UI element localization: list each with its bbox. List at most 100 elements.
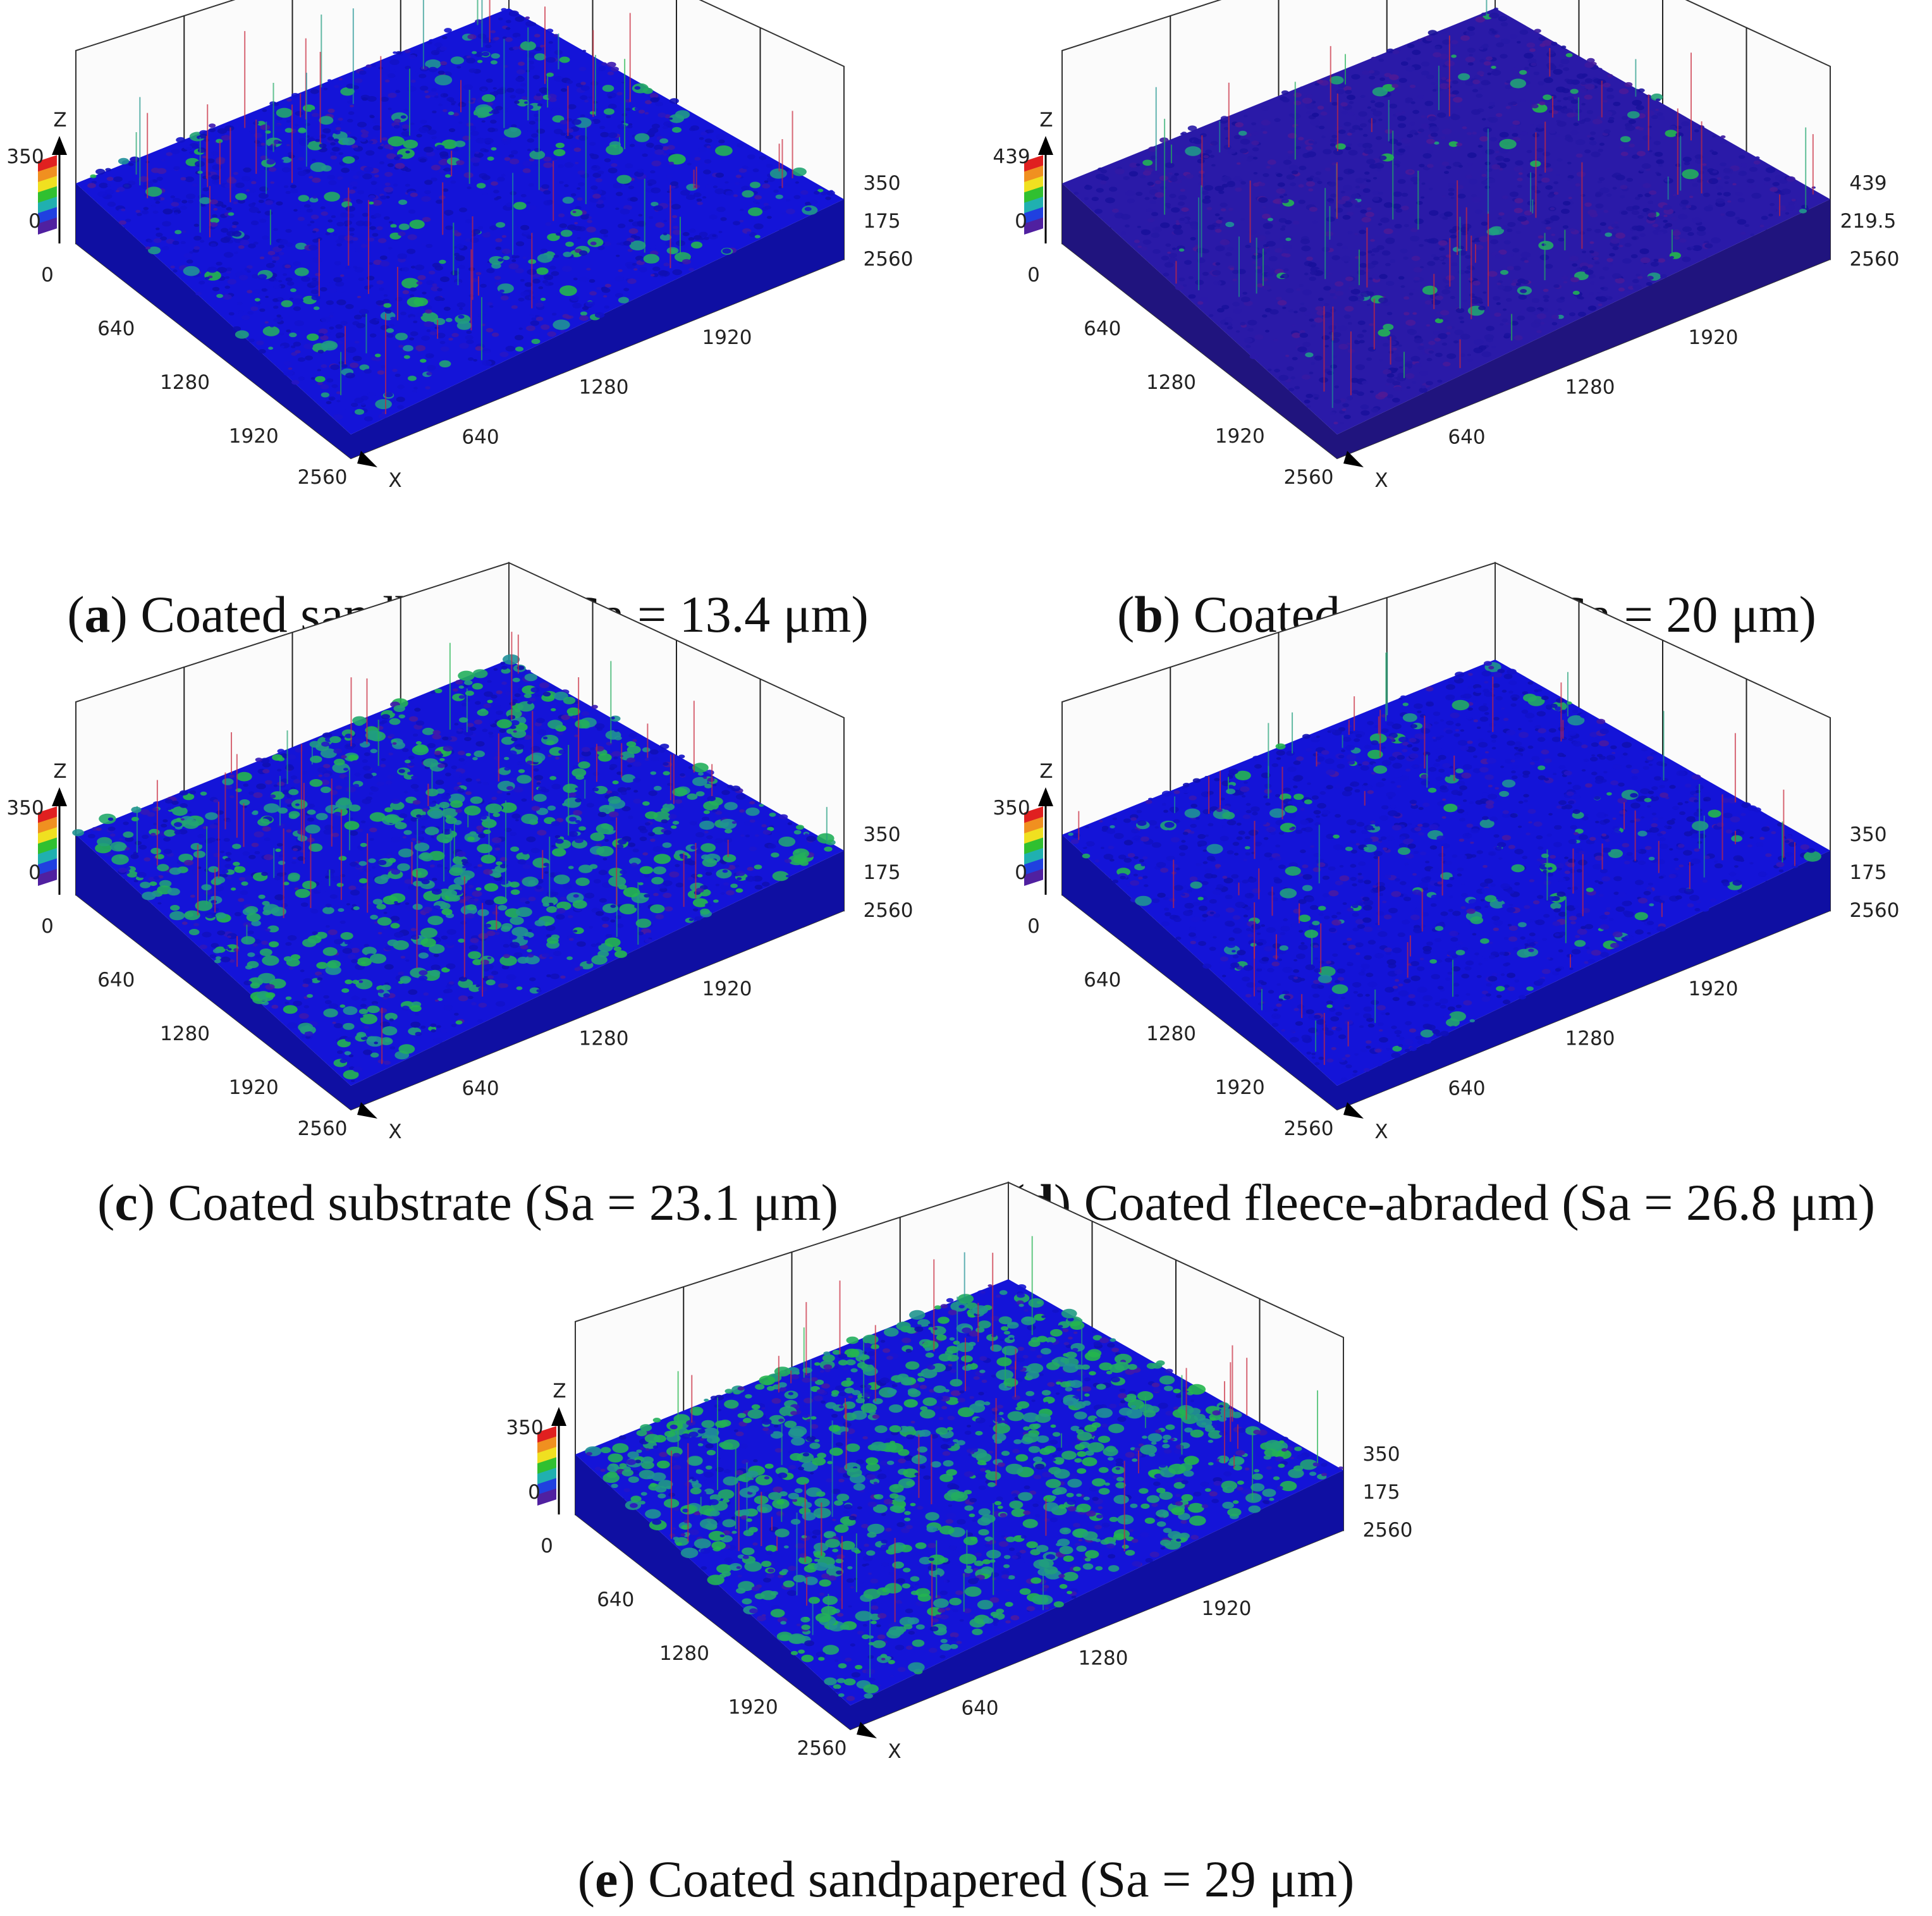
surface-bump: [586, 267, 591, 271]
surface-bump: [1673, 236, 1680, 240]
surface-bump: [360, 138, 367, 142]
surface-bump: [594, 312, 605, 318]
surface-bump: [511, 305, 518, 309]
surface-bump: [481, 37, 491, 44]
surface-bump: [1467, 353, 1471, 357]
surface-bump: [754, 801, 759, 804]
surface-bump: [762, 207, 769, 211]
surface-bump: [601, 288, 611, 293]
surface-bump: [1262, 213, 1271, 219]
surface-bump: [403, 108, 408, 111]
surface-bump: [1575, 139, 1586, 145]
surface-bump: [1421, 70, 1429, 76]
surface-bump: [1507, 266, 1514, 271]
surface-bump: [1144, 197, 1150, 200]
surface-bump: [1775, 175, 1785, 181]
surface-bump: [1464, 270, 1470, 274]
surface-bump: [212, 164, 222, 171]
surface-bump: [671, 126, 682, 133]
surface-bump: [1513, 207, 1523, 214]
surface-bump: [341, 168, 350, 173]
surface-bump: [262, 762, 271, 768]
surface-bump: [258, 894, 266, 899]
surface-bump: [440, 276, 449, 283]
surface-bump: [346, 903, 351, 906]
surface-bump: [99, 813, 116, 825]
surface-bump: [374, 188, 382, 193]
surface-bump: [248, 203, 255, 207]
surface-bump: [618, 269, 623, 273]
surface-bump: [278, 854, 284, 857]
surface-bump: [1418, 128, 1424, 133]
surface-bump: [320, 335, 329, 341]
surface-bump: [714, 188, 724, 195]
surface-bump: [515, 88, 525, 94]
surface-bump: [1428, 341, 1436, 345]
surface-bump: [238, 199, 245, 204]
surface-bump: [1212, 270, 1221, 276]
surface-bump: [1357, 320, 1366, 326]
surface-bump: [362, 947, 377, 956]
surface-bump: [334, 758, 345, 766]
surface-bump: [364, 166, 374, 173]
surface-bump: [482, 360, 492, 366]
surface-bump: [312, 177, 321, 183]
surface-bump: [1360, 95, 1366, 99]
surface-bump: [1311, 362, 1316, 365]
surface-bump: [334, 261, 341, 266]
surface-bump: [405, 150, 410, 154]
surface-bump: [104, 189, 114, 195]
surface-bump: [1589, 241, 1594, 244]
surface-bump: [662, 803, 675, 811]
surface-bump: [673, 226, 679, 230]
surface-bump: [499, 802, 517, 813]
surface-bump: [346, 347, 357, 353]
surface-bump: [281, 300, 293, 307]
surface-bump: [1378, 297, 1388, 304]
surface-bump: [288, 966, 294, 970]
surface-bump: [559, 223, 567, 228]
surface-bump: [654, 149, 664, 156]
surface-bump: [662, 842, 672, 848]
surface-bump: [1446, 353, 1457, 359]
surface-bump: [477, 864, 483, 868]
surface-bump: [1344, 305, 1354, 312]
surface-bump: [1498, 249, 1507, 255]
y-tick-label: 2560: [864, 248, 914, 271]
surface-bump: [1348, 111, 1355, 116]
surface-bump: [1387, 335, 1397, 341]
surface-bump: [338, 118, 343, 121]
surface-bump: [548, 282, 554, 286]
surface-bump: [312, 195, 317, 199]
surface-bump: [489, 305, 494, 308]
surface-bump: [360, 842, 367, 847]
surface-bump: [637, 931, 644, 936]
colorbar-band: [1024, 176, 1043, 193]
surface-bump: [1441, 128, 1452, 135]
surface-bump: [1658, 164, 1663, 167]
surface-bump: [528, 897, 536, 902]
surface-bump: [337, 341, 343, 345]
surface-bump: [1539, 43, 1546, 47]
surface-bump: [1606, 168, 1611, 170]
surface-bump: [321, 392, 329, 398]
surface-bump: [1478, 345, 1487, 350]
surface-bump: [1499, 132, 1509, 138]
surface-bump: [592, 771, 600, 777]
surface-bump: [367, 1005, 380, 1014]
surface-bump: [1516, 40, 1521, 44]
surface-bump: [1379, 274, 1388, 279]
surface-bump: [1096, 188, 1104, 193]
surface-bump: [578, 826, 586, 831]
surface-bump: [596, 942, 602, 946]
surface-bump: [671, 825, 677, 829]
surface-bump: [649, 145, 654, 148]
surface-bump: [1386, 378, 1395, 383]
surface-bump: [329, 397, 334, 401]
surface-bump: [1471, 193, 1477, 198]
surface-bump: [1479, 236, 1489, 242]
surface-bump: [1165, 162, 1175, 168]
surface-bump: [458, 938, 465, 943]
surface-bump: [637, 221, 646, 226]
surface-bump: [338, 78, 343, 80]
